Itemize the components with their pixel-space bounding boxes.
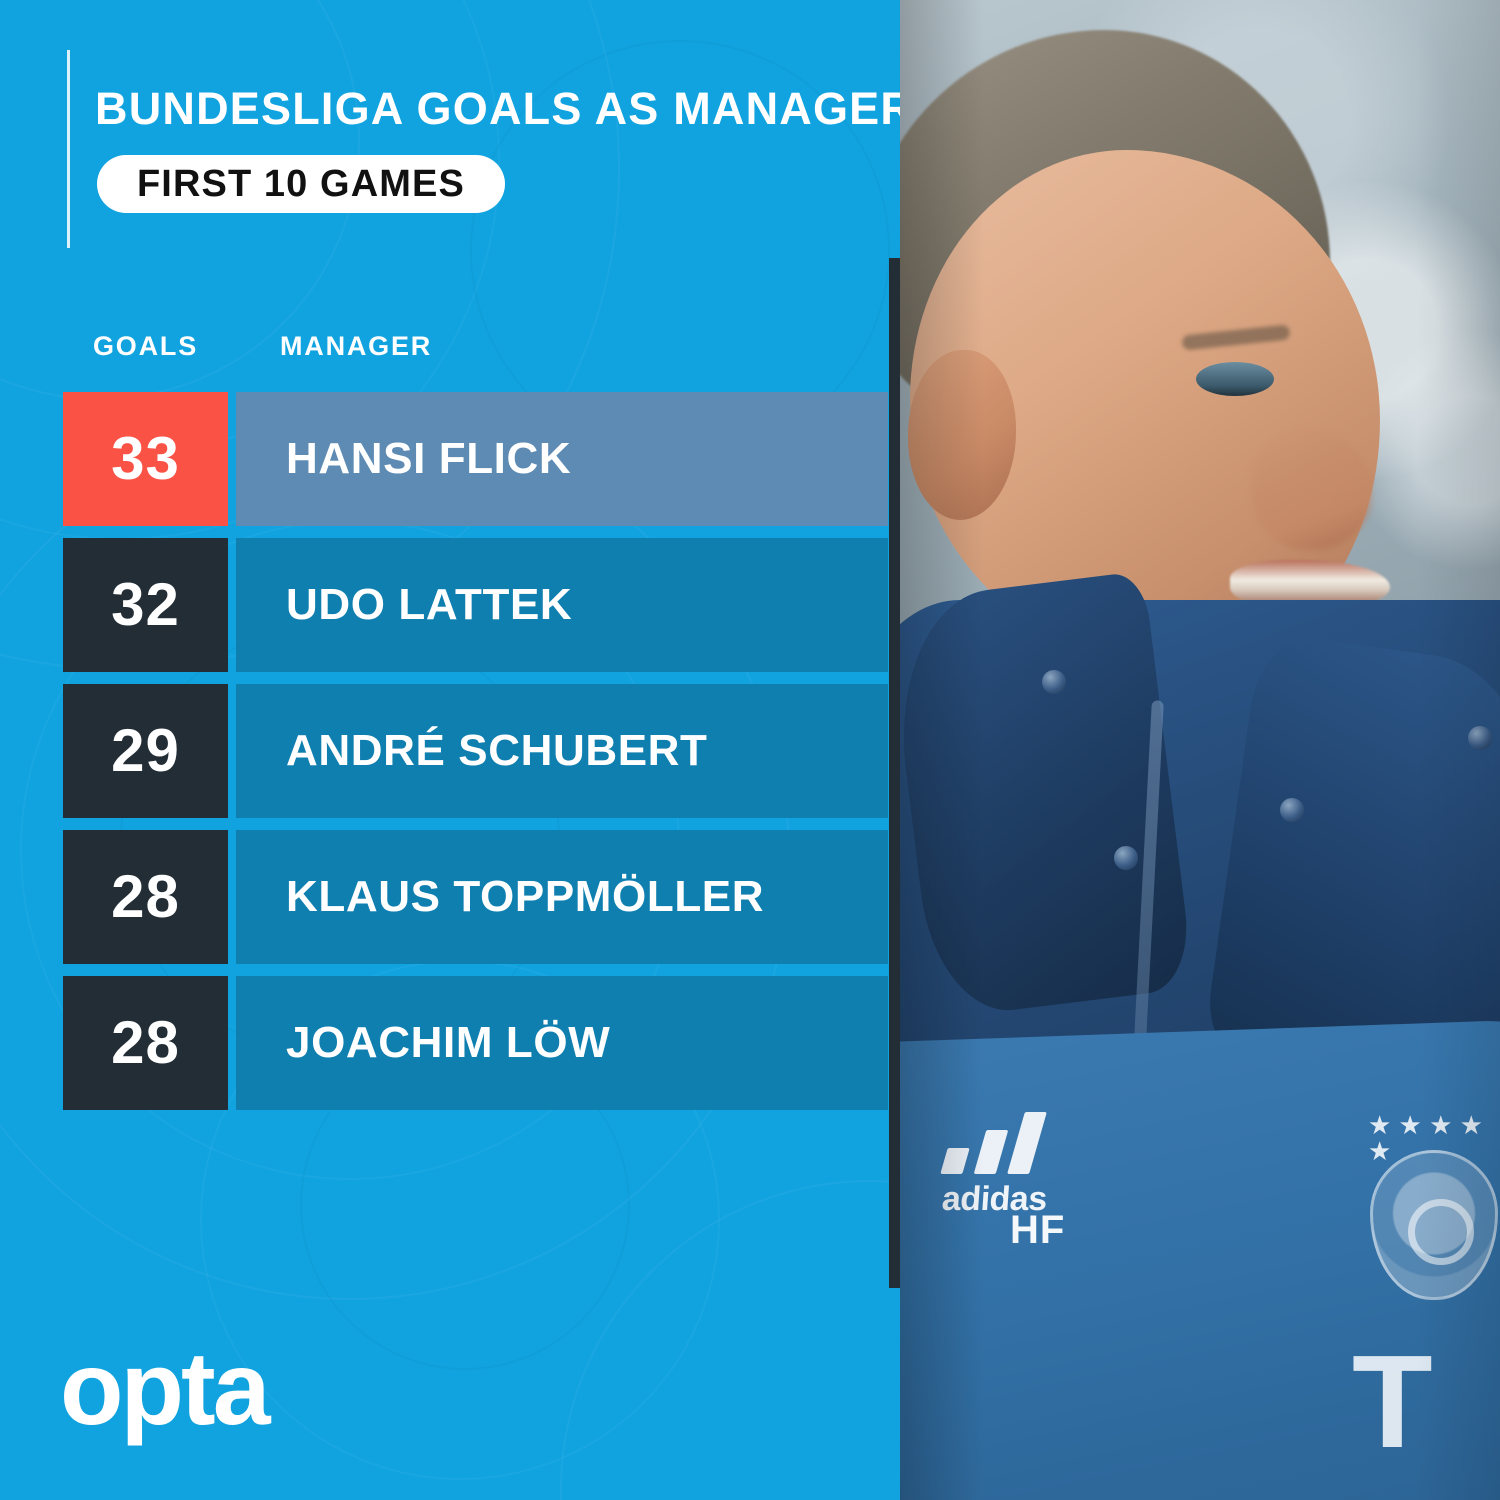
photo-eye bbox=[1196, 362, 1274, 396]
goals-value: 33 bbox=[111, 425, 180, 492]
sponsor-telekom-mark: T bbox=[1352, 1336, 1433, 1468]
photo-nose bbox=[1252, 430, 1372, 550]
jacket-initials: HF bbox=[1010, 1208, 1065, 1253]
goals-value-box: 32 bbox=[63, 538, 228, 672]
table-row: 29 ANDRÉ SCHUBERT bbox=[0, 684, 900, 818]
goals-value-box: 28 bbox=[63, 830, 228, 964]
table-row: 33 HANSI FLICK bbox=[0, 392, 900, 526]
goals-value: 29 bbox=[111, 717, 180, 784]
goals-value-box: 29 bbox=[63, 684, 228, 818]
manager-name: UDO LATTEK bbox=[286, 580, 573, 629]
manager-name-bar: ANDRÉ SCHUBERT bbox=[236, 684, 888, 818]
manager-name: ANDRÉ SCHUBERT bbox=[286, 726, 708, 775]
goals-value: 32 bbox=[111, 571, 180, 638]
table-row: 28 JOACHIM LÖW bbox=[0, 976, 900, 1110]
manager-name: HANSI FLICK bbox=[286, 434, 572, 483]
manager-name: KLAUS TOPPMÖLLER bbox=[286, 872, 765, 921]
photo-jacket-snap bbox=[1042, 670, 1066, 694]
column-header-goals: GOALS bbox=[93, 331, 199, 361]
photo-ear bbox=[908, 350, 1016, 520]
subtitle-label: FIRST 10 GAMES bbox=[137, 163, 465, 205]
goals-value-box: 33 bbox=[63, 392, 228, 526]
manager-name-bar: KLAUS TOPPMÖLLER bbox=[236, 830, 888, 964]
table-row: 32 UDO LATTEK bbox=[0, 538, 900, 672]
photo-jacket-snap bbox=[1114, 846, 1138, 870]
title-accent-rule bbox=[67, 50, 70, 248]
manager-name-bar: UDO LATTEK bbox=[236, 538, 888, 672]
goals-value-box: 28 bbox=[63, 976, 228, 1110]
photo-jacket-snap bbox=[1468, 726, 1492, 750]
goals-value: 28 bbox=[111, 1009, 180, 1076]
goals-value: 28 bbox=[111, 863, 180, 930]
manager-name: JOACHIM LÖW bbox=[286, 1018, 611, 1067]
photo-vignette bbox=[900, 0, 1500, 1500]
left-panel: BUNDESLIGA GOALS AS MANAGER FIRST 10 GAM… bbox=[0, 50, 913, 1447]
subtitle-pill: FIRST 10 GAMES bbox=[97, 155, 505, 213]
table-row: 28 KLAUS TOPPMÖLLER bbox=[0, 830, 900, 964]
manager-photo: adidas HF ★ ★ ★ ★ ★ T bbox=[900, 0, 1500, 1500]
page-title: BUNDESLIGA GOALS AS MANAGER bbox=[95, 83, 915, 134]
club-stars-icon: ★ ★ ★ ★ ★ bbox=[1368, 1112, 1500, 1164]
column-header-manager: MANAGER bbox=[280, 331, 433, 361]
manager-name-bar: JOACHIM LÖW bbox=[236, 976, 888, 1110]
manager-name-bar: HANSI FLICK bbox=[236, 392, 888, 526]
ranking-table: 33 HANSI FLICK 32 UDO LATTEK 29 ANDRÉ SCHUBER… bbox=[0, 392, 900, 1122]
photo-jacket-snap bbox=[1280, 798, 1304, 822]
opta-logo: opta bbox=[60, 1331, 271, 1447]
club-crest-icon bbox=[1370, 1150, 1498, 1300]
